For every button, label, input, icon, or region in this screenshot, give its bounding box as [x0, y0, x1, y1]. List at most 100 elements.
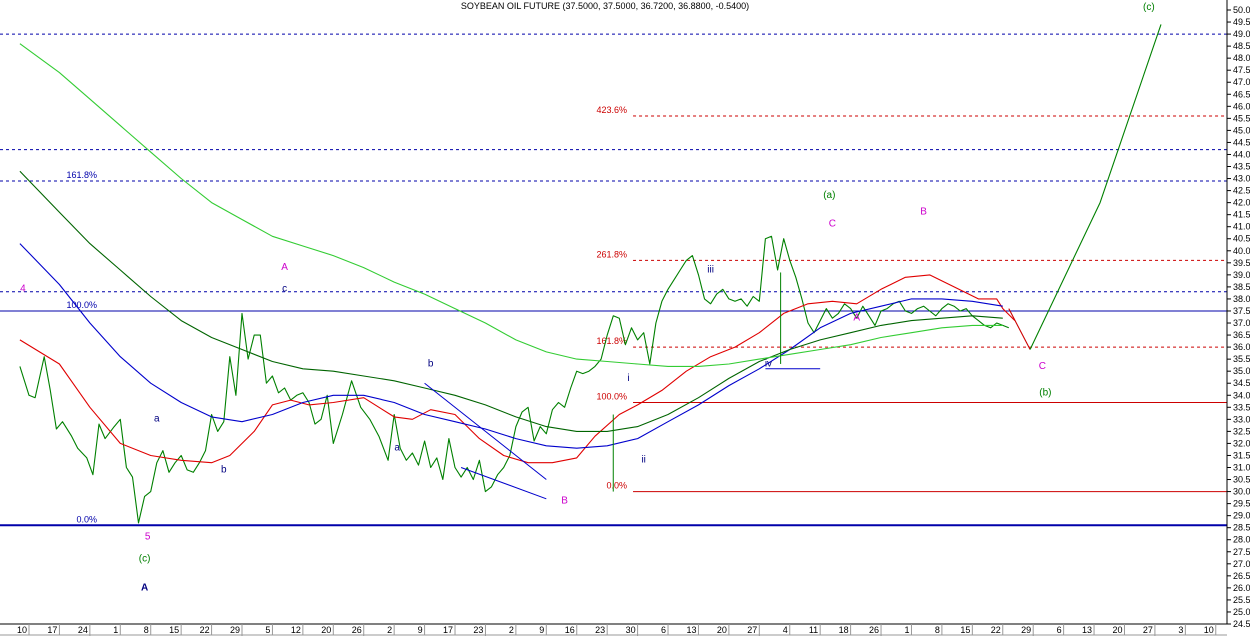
wave-label: (c): [1143, 2, 1155, 13]
x-tick-label: 22: [200, 625, 210, 635]
y-tick-label: 49.0: [1233, 29, 1250, 39]
trendline: [424, 382, 547, 480]
y-tick-label: 33.0: [1233, 414, 1250, 424]
x-tick-label: 10: [1204, 625, 1214, 635]
y-tick-label: 43.5: [1233, 162, 1250, 172]
x-tick-label: 29: [1021, 625, 1031, 635]
wave-label: iii: [707, 264, 714, 275]
y-tick-label: 28.0: [1233, 535, 1250, 545]
wave-label: c: [282, 284, 287, 295]
x-tick-label: 4: [783, 625, 788, 635]
x-axis: 10 17 24 1 8 15 22 29 5 12 20 26 2 9 17 23 2 9 16 23 30 6 13 20…: [0, 623, 1227, 636]
fib-level-label: 423.6%: [597, 105, 628, 115]
y-tick-label: 25.5: [1233, 595, 1250, 605]
x-tick-label: 23: [473, 625, 483, 635]
y-tick-label: 45.5: [1233, 113, 1250, 123]
y-tick-label: 29.0: [1233, 511, 1250, 521]
y-tick-label: 43.0: [1233, 174, 1250, 184]
wave-label: A: [281, 262, 288, 273]
series-mid_ma: [19, 243, 1003, 449]
y-tick-label: 47.0: [1233, 77, 1250, 87]
fib-level-label: 0.0%: [607, 481, 628, 491]
x-tick-label: 9: [539, 625, 544, 635]
x-tick-label: 13: [1082, 625, 1092, 635]
fib-level-label: 100.0%: [66, 300, 97, 310]
wave-label: b: [428, 358, 434, 369]
wave-label: (b): [1039, 387, 1051, 398]
wave-label: a: [154, 414, 160, 425]
x-tick-label: 27: [1143, 625, 1153, 635]
x-tick-label: 15: [169, 625, 179, 635]
wave-label: b: [221, 464, 227, 475]
x-tick-label: 15: [960, 625, 970, 635]
y-tick-label: 24.5: [1233, 619, 1250, 629]
y-tick-label: 46.5: [1233, 89, 1250, 99]
x-tick-label: 13: [686, 625, 696, 635]
y-tick-label: 32.0: [1233, 438, 1250, 448]
x-tick-label: 12: [291, 625, 301, 635]
x-tick-label: 6: [661, 625, 666, 635]
fib-level-label: 0.0%: [76, 514, 97, 524]
x-tick-label: 18: [839, 625, 849, 635]
y-tick-label: 48.5: [1233, 41, 1250, 51]
x-tick-label: 24: [78, 625, 88, 635]
wave-label: C: [829, 219, 836, 230]
fib-level-label: 161.8%: [597, 336, 628, 346]
y-tick-label: 37.5: [1233, 306, 1250, 316]
wave-label: A: [141, 582, 148, 593]
chart-title: SOYBEAN OIL FUTURE (37.5000, 37.5000, 36…: [461, 1, 749, 11]
x-tick-label: 9: [418, 625, 423, 635]
x-tick-label: 5: [265, 625, 270, 635]
y-tick-label: 26.5: [1233, 571, 1250, 581]
y-tick-label: 50.0: [1233, 5, 1250, 15]
x-tick-label: 20: [1112, 625, 1122, 635]
x-tick-label: 22: [991, 625, 1001, 635]
x-tick-label: 8: [935, 625, 940, 635]
x-tick-label: 8: [144, 625, 149, 635]
x-tick-label: 3: [1178, 625, 1183, 635]
y-tick-label: 36.5: [1233, 330, 1250, 340]
level-layer: 0.0% 100.0% 161.8% 0.0% 100.0% 161.8% 261.8% 42…: [0, 33, 1227, 527]
wave-label: 5: [145, 532, 151, 543]
y-tick-label: 38.0: [1233, 294, 1250, 304]
y-tick-label: 35.5: [1233, 354, 1250, 364]
wave-label: 4: [20, 284, 26, 295]
wave-label: (a): [823, 190, 835, 201]
wave-label: ii: [641, 455, 645, 466]
y-axis: 24.5 25.0 25.5 26.0 26.5 27.0 27.5 28.0 28.5 29.0…: [1226, 0, 1250, 629]
y-tick-label: 30.5: [1233, 475, 1250, 485]
y-tick-label: 29.5: [1233, 499, 1250, 509]
wave-label: i: [627, 373, 629, 384]
wave-label: A: [853, 313, 860, 324]
y-tick-label: 48.0: [1233, 53, 1250, 63]
y-tick-label: 40.5: [1233, 234, 1250, 244]
y-tick-label: 26.0: [1233, 583, 1250, 593]
y-tick-label: 27.5: [1233, 547, 1250, 557]
x-tick-label: 6: [1057, 625, 1062, 635]
y-tick-label: 42.0: [1233, 198, 1250, 208]
x-tick-label: 29: [230, 625, 240, 635]
wave-label: B: [920, 207, 927, 218]
series-projection: [1029, 24, 1162, 350]
x-tick-label: 10: [17, 625, 27, 635]
x-tick-label: 20: [717, 625, 727, 635]
x-tick-label: 20: [321, 625, 331, 635]
fib-level-label: 100.0%: [597, 391, 628, 401]
fib-level-label: 161.8%: [66, 170, 97, 180]
y-tick-label: 35.0: [1233, 366, 1250, 376]
y-tick-label: 38.5: [1233, 282, 1250, 292]
y-tick-label: 32.5: [1233, 426, 1250, 436]
y-tick-label: 42.5: [1233, 186, 1250, 196]
y-tick-label: 40.0: [1233, 246, 1250, 256]
wave-label: iv: [765, 358, 772, 369]
y-tick-label: 47.5: [1233, 65, 1250, 75]
y-tick-label: 49.5: [1233, 17, 1250, 27]
x-tick-label: 17: [443, 625, 453, 635]
wave-label: B: [561, 496, 568, 507]
wave-label: C: [1039, 361, 1046, 372]
x-tick-label: 2: [387, 625, 392, 635]
x-tick-label: 1: [113, 625, 118, 635]
x-tick-label: 26: [869, 625, 879, 635]
